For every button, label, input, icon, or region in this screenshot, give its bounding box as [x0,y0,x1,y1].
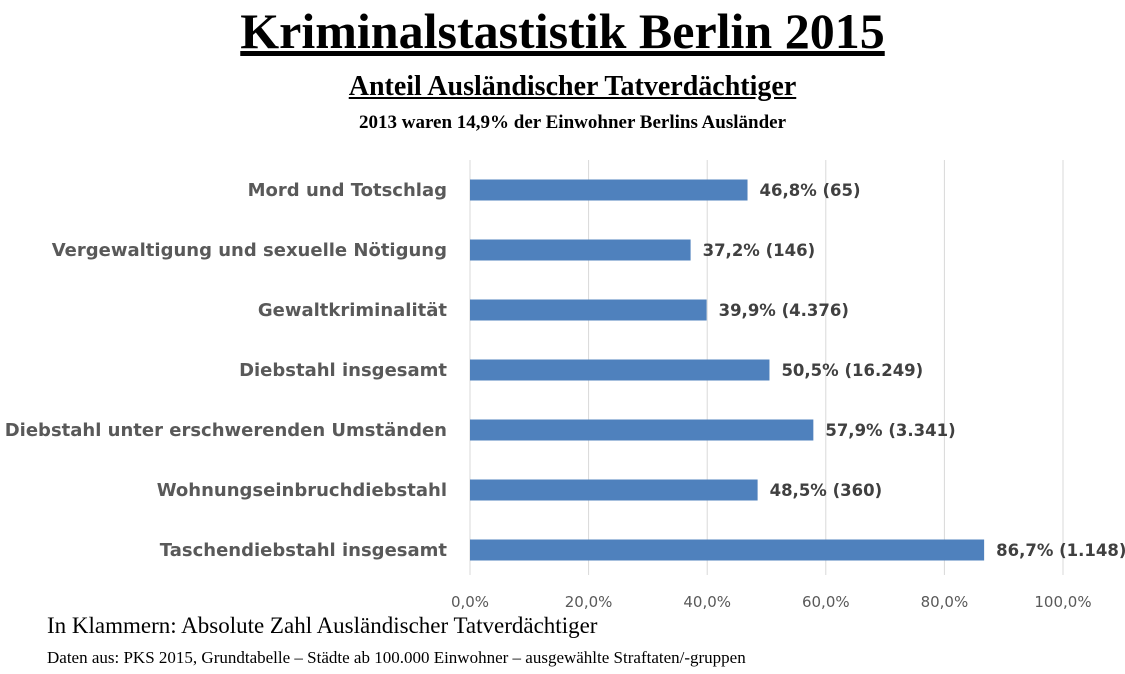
bar [470,539,985,561]
x-tick-label: 40,0% [683,593,731,611]
bar [470,359,770,381]
bar [470,479,758,501]
category-label: Vergewaltigung und sexuelle Nötigung [52,240,447,261]
data-label: 39,9% (4.376) [719,301,849,320]
data-label: 37,2% (146) [703,241,816,260]
chart-subtitle: Anteil Ausländischer Tatverdächtiger [348,71,797,102]
category-label: Diebstahl insgesamt [239,360,447,381]
bar [470,419,814,441]
bar [470,179,748,201]
x-tick-label: 80,0% [921,593,969,611]
x-tick-label: 20,0% [565,593,613,611]
data-label: 57,9% (3.341) [825,421,955,440]
data-label: 50,5% (16.249) [781,361,923,380]
footnote-source: Daten aus: PKS 2015, Grundtabelle – Städ… [47,648,746,667]
data-label: 46,8% (65) [760,181,861,200]
bar-chart: Mord und Totschlag 46,8% (65) Vergewaltigu… [5,160,1125,611]
category-label: Diebstahl unter erschwerenden Umständen [5,420,447,441]
footnote-absolute-numbers: In Klammern: Absolute Zahl Ausländischer… [47,613,598,638]
category-label: Gewaltkriminalität [258,300,448,321]
bar [470,239,691,261]
population-note: 2013 waren 14,9% der Einwohner Berlins A… [358,112,787,133]
category-label: Mord und Totschlag [248,180,447,201]
data-label: 48,5% (360) [770,481,883,500]
bar [470,299,707,321]
category-label: Taschendiebstahl insgesamt [160,540,448,561]
x-tick-label: 100,0% [1034,593,1091,611]
category-label: Wohnungseinbruchdiebstahl [157,480,447,501]
x-tick-label: 0,0% [451,593,489,611]
chart-title: Kriminalstastistik Berlin 2015 [240,3,885,59]
data-label: 86,7% (1.148) [996,541,1125,560]
x-tick-label: 60,0% [802,593,850,611]
